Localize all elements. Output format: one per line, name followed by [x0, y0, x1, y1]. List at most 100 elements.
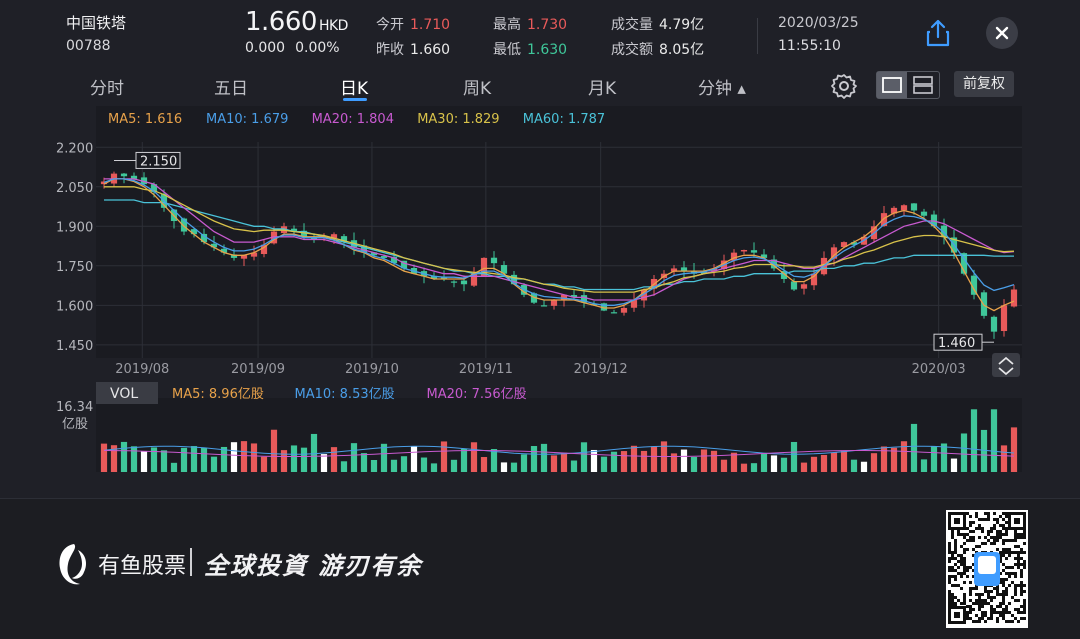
qr-module: [1017, 584, 1020, 587]
volume-bar: [850, 459, 858, 472]
qr-module: [984, 512, 987, 515]
volume-bar: [420, 457, 428, 472]
qr-module: [984, 590, 987, 593]
turnover-quote: 成交额 8.05亿: [611, 39, 704, 59]
qr-module: [1011, 614, 1014, 617]
qr-module: [951, 533, 954, 536]
y-tick-label: 2.200: [56, 141, 93, 156]
volume-bar: [120, 441, 128, 472]
qr-module: [996, 620, 999, 623]
candle-body: [430, 275, 438, 279]
qr-module: [987, 512, 990, 515]
layout-single-button[interactable]: [877, 72, 907, 98]
qr-module: [1002, 518, 1005, 521]
qr-module: [948, 575, 951, 578]
qr-module: [1017, 563, 1020, 566]
x-tick-label: 2019/11: [459, 362, 513, 377]
kline-chart[interactable]: MA5: 1.616 MA10: 1.679 MA20: 1.804 MA30: 1.…: [0, 106, 1080, 498]
qr-module: [1017, 533, 1020, 536]
volume-bar: [510, 462, 518, 472]
qr-module: [1020, 593, 1023, 596]
qr-module: [972, 548, 975, 551]
volume-bar: [800, 462, 808, 472]
layout-toggle[interactable]: [876, 71, 940, 99]
volume-bar: [610, 451, 618, 472]
volume-bar: [240, 441, 248, 472]
candle-body: [780, 270, 788, 279]
qr-module: [966, 614, 969, 617]
qr-module: [969, 587, 972, 590]
qr-module: [990, 611, 993, 614]
qr-module: [957, 554, 960, 557]
candle-body: [800, 284, 808, 289]
tab-intraday[interactable]: 分时: [90, 79, 124, 99]
qr-module: [963, 560, 966, 563]
volume-bar: [400, 456, 408, 472]
qr-module: [987, 515, 990, 518]
price-adjust-button[interactable]: 前复权: [954, 71, 1014, 97]
volume-bar: [220, 446, 228, 472]
candle-body: [340, 236, 348, 243]
qr-module: [1008, 566, 1011, 569]
qr-module: [960, 602, 963, 605]
x-tick-label: 2019/12: [574, 362, 628, 377]
tab-daily-k[interactable]: 日K: [340, 79, 369, 99]
chart-canvas[interactable]: MA5: 1.616 MA10: 1.679 MA20: 1.804 MA30: 1.…: [0, 106, 1080, 498]
tab-minute[interactable]: 分钟 ▴: [698, 79, 746, 99]
qr-module: [1020, 563, 1023, 566]
tab-weekly-k[interactable]: 周K: [463, 79, 492, 99]
qr-module: [972, 536, 975, 539]
tab-five-day[interactable]: 五日: [214, 79, 248, 99]
volume-bar: [210, 456, 218, 472]
qr-module: [1017, 557, 1020, 560]
currency-label: HKD: [318, 18, 349, 34]
qr-module: [984, 614, 987, 617]
qr-module: [963, 572, 966, 575]
volume-bar: [440, 441, 448, 472]
qr-module: [960, 557, 963, 560]
brand-slogan: 全球投資 游刃有余: [204, 551, 423, 580]
qr-module: [963, 548, 966, 551]
tab-monthly-k[interactable]: 月K: [588, 79, 617, 99]
stock-name: 中国铁塔: [66, 14, 127, 32]
expand-collapse-icon: [998, 356, 1014, 376]
qr-module: [1002, 608, 1005, 611]
split-panel-icon[interactable]: [908, 72, 938, 98]
qr-module: [969, 566, 972, 569]
qr-module: [990, 617, 993, 620]
qr-module: [1023, 563, 1026, 566]
qr-module: [1005, 521, 1008, 524]
volume-bar: [1010, 427, 1018, 472]
qr-module: [954, 584, 957, 587]
share-icon[interactable]: [924, 18, 952, 48]
gear-icon[interactable]: [830, 72, 858, 100]
qr-module: [993, 596, 996, 599]
qr-module: [960, 554, 963, 557]
volume-bar: [560, 452, 568, 472]
qr-module: [999, 614, 1002, 617]
qr-module: [990, 614, 993, 617]
qr-module: [1005, 512, 1008, 515]
qr-module: [948, 581, 951, 584]
volume-bar: [630, 445, 638, 472]
qr-module: [963, 536, 966, 539]
qr-module: [1002, 539, 1005, 542]
volume-bar: [930, 446, 938, 472]
qr-module: [1023, 599, 1026, 602]
qr-module: [1023, 530, 1026, 533]
stock-code: 00788: [66, 38, 111, 54]
ma-legend-4: MA60: 1.787: [523, 112, 605, 127]
volume-bar: [730, 452, 738, 472]
qr-module: [948, 566, 951, 569]
close-icon: [995, 26, 1009, 40]
volume-bar: [200, 447, 208, 472]
vol-ma-legend-0: MA5: 8.96亿股: [172, 387, 264, 402]
qr-finder-core: [954, 518, 960, 524]
qr-module: [981, 542, 984, 545]
low-label: 最低: [493, 42, 521, 58]
x-tick-label: 2019/08: [115, 362, 169, 377]
candle-body: [600, 303, 608, 311]
qr-module: [1011, 620, 1014, 623]
high-quote: 最高 1.730: [493, 14, 567, 34]
close-button[interactable]: [986, 17, 1018, 49]
